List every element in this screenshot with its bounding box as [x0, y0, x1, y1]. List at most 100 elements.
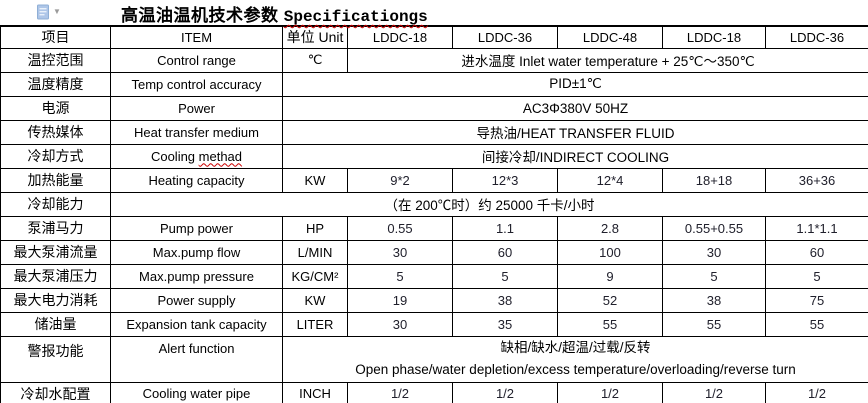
table-cell[interactable]: Max.pump flow [110, 239, 283, 265]
table-cell[interactable]: Expansion tank capacity [110, 311, 283, 337]
title-bar: ▼ 高温油温机技术参数 Specificationgs [0, 0, 868, 26]
table-cell[interactable]: 进水温度 Inlet water temperature + 25℃～350℃ [347, 47, 868, 73]
table-cell[interactable]: 60 [452, 239, 558, 265]
table-cell[interactable]: 9 [557, 263, 663, 289]
table-cell[interactable]: （在 200℃时）约 25000 千卡/小时 [110, 191, 868, 217]
paste-clipboard-icon [36, 4, 50, 20]
table-cell[interactable]: 最大泵浦流量 [0, 239, 111, 265]
table-row: 电源 Power AC3Φ380V 50HZ [0, 95, 868, 121]
table-cell[interactable]: 最大电力消耗 [0, 287, 111, 313]
table-cell[interactable]: 12*4 [557, 167, 663, 193]
table-row: 最大电力消耗 Power supply KW 19 38 52 38 75 [0, 287, 868, 313]
column-header-cell[interactable]: LDDC-18 [662, 25, 766, 49]
table-cell[interactable]: Heating capacity [110, 167, 283, 193]
table-cell[interactable]: 12*3 [452, 167, 558, 193]
table-cell[interactable]: 1/2 [347, 381, 453, 403]
column-header-cell[interactable]: 项目 [0, 25, 111, 49]
paste-options-button[interactable]: ▼ [36, 2, 70, 21]
table-cell[interactable]: 冷却方式 [0, 143, 111, 169]
column-header-cell[interactable]: 单位 Unit [282, 25, 348, 49]
table-row: 储油量 Expansion tank capacity LITER 30 35 55 55 5… [0, 311, 868, 337]
table-cell[interactable]: Temp control accuracy [110, 71, 283, 97]
table-cell[interactable]: 5 [765, 263, 868, 289]
table-cell[interactable]: 1.1*1.1 [765, 215, 868, 241]
table-row: 冷却方式 Cooling methad 间接冷却/INDIRECT COOLING [0, 143, 868, 169]
table-cell[interactable]: Cooling methad [110, 143, 283, 169]
table-cell[interactable]: 38 [452, 287, 558, 313]
table-cell[interactable]: 60 [765, 239, 868, 265]
table-cell[interactable]: 警报功能 [0, 335, 111, 383]
table-row: 冷却能力 （在 200℃时）约 25000 千卡/小时 [0, 191, 868, 217]
column-header-cell[interactable]: LDDC-36 [452, 25, 558, 49]
table-cell[interactable]: Alert function [110, 335, 283, 383]
table-cell[interactable]: L/MIN [282, 239, 348, 265]
table-cell[interactable]: Power [110, 95, 283, 121]
table-cell[interactable]: 0.55+0.55 [662, 215, 766, 241]
table-cell[interactable]: 19 [347, 287, 453, 313]
table-cell[interactable]: Cooling water pipe [110, 381, 283, 403]
table-cell[interactable]: LITER [282, 311, 348, 337]
table-cell[interactable]: 1/2 [765, 381, 868, 403]
table-cell[interactable]: 1/2 [557, 381, 663, 403]
table-cell[interactable]: 缺相/缺水/超温/过载/反转 Open phase/water depletion… [282, 335, 868, 383]
column-header-cell[interactable]: LDDC-36 [765, 25, 868, 49]
table-cell[interactable]: 1/2 [662, 381, 766, 403]
table-cell[interactable]: 间接冷却/INDIRECT COOLING [282, 143, 868, 169]
table-cell[interactable]: 传热媒体 [0, 119, 111, 145]
table-cell[interactable]: 75 [765, 287, 868, 313]
table-cell[interactable]: AC3Φ380V 50HZ [282, 95, 868, 121]
table-cell[interactable]: 泵浦马力 [0, 215, 111, 241]
table-cell[interactable]: 导热油/HEAT TRANSFER FLUID [282, 119, 868, 145]
table-cell[interactable]: Max.pump pressure [110, 263, 283, 289]
table-cell[interactable]: 38 [662, 287, 766, 313]
table-cell[interactable]: KW [282, 287, 348, 313]
page-title-chinese: 高温油温机技术参数 [121, 6, 279, 25]
spec-table: 项目 ITEM 单位 Unit LDDC-18 LDDC-36 LDDC-48 LDDC-1… [0, 25, 868, 403]
table-cell[interactable]: 温控范围 [0, 47, 111, 73]
column-header-cell[interactable]: LDDC-18 [347, 25, 453, 49]
table-cell[interactable]: 0.55 [347, 215, 453, 241]
table-cell[interactable]: 最大泵浦压力 [0, 263, 111, 289]
table-cell[interactable]: 100 [557, 239, 663, 265]
table-cell[interactable]: 55 [557, 311, 663, 337]
table-cell[interactable]: 2.8 [557, 215, 663, 241]
table-cell[interactable]: PID±1℃ [282, 71, 868, 97]
table-cell[interactable]: 温度精度 [0, 71, 111, 97]
table-row: 传热媒体 Heat transfer medium 导热油/HEAT TRANSFE… [0, 119, 868, 145]
table-cell[interactable]: 55 [765, 311, 868, 337]
table-cell[interactable]: Heat transfer medium [110, 119, 283, 145]
table-cell[interactable]: HP [282, 215, 348, 241]
table-cell[interactable]: 电源 [0, 95, 111, 121]
table-cell[interactable]: ℃ [282, 47, 348, 73]
table-cell[interactable]: 36+36 [765, 167, 868, 193]
column-header-cell[interactable]: LDDC-48 [557, 25, 663, 49]
page-title[interactable]: 高温油温机技术参数 Specificationgs [121, 1, 428, 26]
table-cell[interactable]: 52 [557, 287, 663, 313]
table-cell[interactable]: KW [282, 167, 348, 193]
table-cell[interactable]: KG/CM² [282, 263, 348, 289]
table-cell[interactable]: Power supply [110, 287, 283, 313]
table-cell[interactable]: Control range [110, 47, 283, 73]
table-cell[interactable]: 18+18 [662, 167, 766, 193]
table-cell[interactable]: 储油量 [0, 311, 111, 337]
table-cell[interactable]: 冷却水配置 [0, 381, 111, 403]
table-cell[interactable]: 1/2 [452, 381, 558, 403]
table-cell[interactable]: Pump power [110, 215, 283, 241]
table-cell[interactable]: 5 [662, 263, 766, 289]
table-cell[interactable]: 30 [347, 239, 453, 265]
table-cell[interactable]: 5 [452, 263, 558, 289]
table-cell[interactable]: 30 [347, 311, 453, 337]
table-cell[interactable]: 35 [452, 311, 558, 337]
table-cell[interactable]: 加热能量 [0, 167, 111, 193]
table-cell[interactable]: 55 [662, 311, 766, 337]
table-cell[interactable]: INCH [282, 381, 348, 403]
page-title-english: Specificationgs [283, 8, 428, 26]
table-cell[interactable]: 30 [662, 239, 766, 265]
table-row: 最大泵浦流量 Max.pump flow L/MIN 30 60 100 30 60 [0, 239, 868, 265]
table-cell[interactable]: 1.1 [452, 215, 558, 241]
table-cell[interactable]: 5 [347, 263, 453, 289]
table-cell[interactable]: 9*2 [347, 167, 453, 193]
column-header-cell[interactable]: ITEM [110, 25, 283, 49]
table-row: 警报功能 Alert function 缺相/缺水/超温/过载/反转 Open pha… [0, 335, 868, 383]
table-cell[interactable]: 冷却能力 [0, 191, 111, 217]
